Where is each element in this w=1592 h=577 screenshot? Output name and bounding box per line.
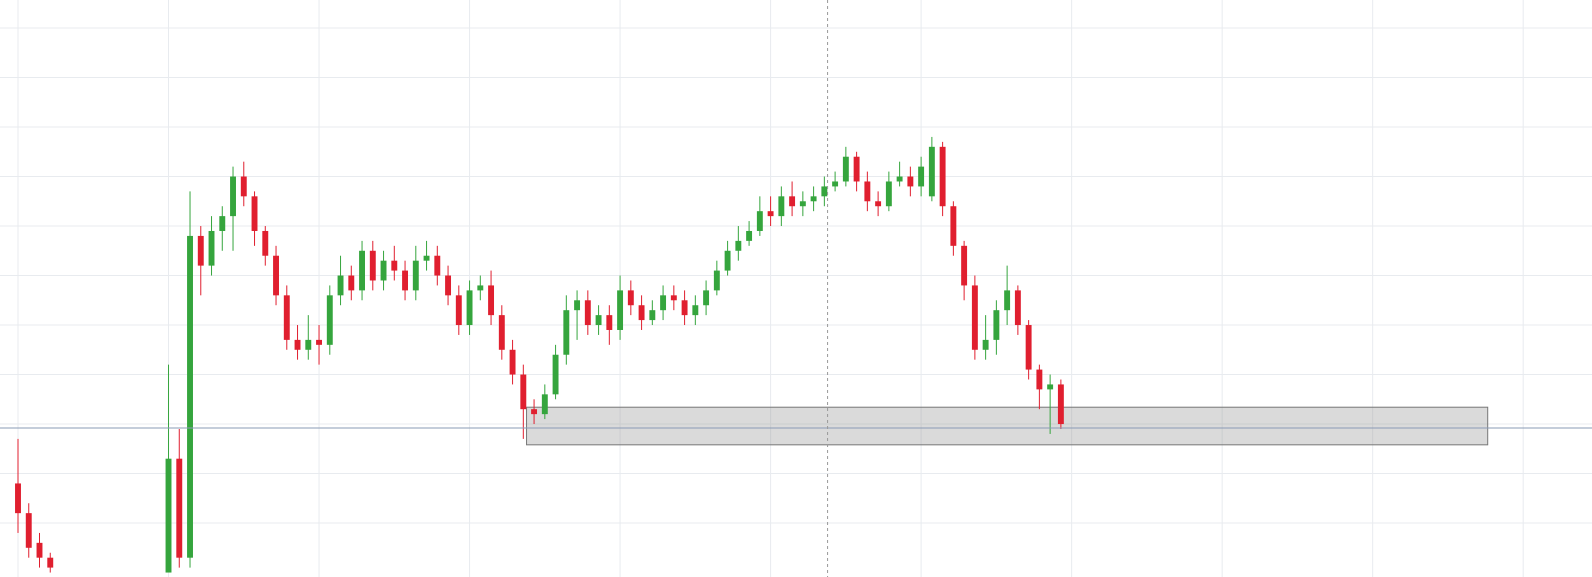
candle-body: [176, 458, 183, 558]
candle-body: [434, 255, 441, 276]
candle-body: [660, 295, 667, 311]
candle-body: [821, 186, 828, 197]
candle-body: [391, 260, 398, 271]
candle-body: [574, 300, 581, 311]
candle-body: [294, 339, 301, 350]
candle-body: [617, 290, 624, 330]
candle-body: [47, 557, 54, 568]
candle-body: [445, 275, 452, 296]
candle-body: [1004, 290, 1011, 311]
candle-body: [262, 230, 269, 256]
candle-body: [520, 374, 527, 410]
candle-body: [789, 196, 796, 207]
candle-body: [466, 290, 473, 326]
candle-body: [928, 146, 935, 197]
candle-body: [746, 230, 753, 241]
candle-body: [1025, 325, 1032, 370]
candle-body: [853, 156, 860, 182]
candle-body: [348, 275, 355, 291]
candle-body: [412, 260, 419, 291]
candle-body: [208, 230, 215, 266]
candle-body: [638, 305, 645, 321]
candle-body: [982, 339, 989, 350]
candle-body: [939, 146, 946, 207]
candle-body: [692, 305, 699, 316]
candle-body: [1036, 369, 1043, 390]
candle-body: [187, 235, 193, 558]
candle-body: [606, 315, 613, 330]
candle-body: [455, 295, 462, 326]
candle-body: [251, 196, 258, 231]
candle-body: [864, 181, 871, 202]
candle-body: [25, 513, 32, 548]
candle-body: [810, 196, 817, 202]
candle-body: [326, 295, 333, 345]
candle-body: [832, 181, 839, 187]
candle-body: [477, 285, 484, 291]
candle-body: [756, 211, 763, 231]
candle-body: [703, 290, 710, 306]
candle-body: [563, 310, 570, 355]
candle-body: [918, 166, 925, 187]
candle-body: [584, 300, 591, 326]
candle-body: [273, 255, 279, 296]
candle-body: [305, 339, 312, 350]
candle-body: [197, 235, 204, 266]
candle-body: [369, 250, 376, 281]
candle-body: [359, 250, 365, 291]
candle-body: [961, 245, 968, 286]
candle-body: [165, 458, 172, 573]
candle-body: [531, 409, 538, 415]
candle-body: [337, 275, 344, 296]
candle-body: [778, 196, 785, 217]
candle-body: [896, 176, 903, 182]
candle-body: [15, 483, 21, 514]
candle-body: [842, 156, 849, 182]
candle-body: [670, 295, 677, 301]
candle-body: [971, 285, 978, 350]
candle-body: [767, 211, 774, 217]
candle-body: [950, 206, 957, 246]
candle-body: [885, 181, 892, 207]
candle-body: [423, 255, 430, 261]
candle-body: [713, 270, 720, 291]
candle-body: [681, 300, 688, 316]
candle-body: [649, 310, 656, 321]
candle-body: [875, 201, 882, 207]
candle-body: [1047, 384, 1054, 390]
candle-body: [1057, 384, 1064, 425]
candle-body: [219, 216, 226, 231]
candle-body: [993, 310, 1000, 340]
candle-body: [724, 250, 731, 271]
candle-body: [509, 349, 516, 375]
candle-body: [735, 240, 742, 251]
candle-body: [380, 260, 387, 281]
candle-body: [36, 542, 43, 558]
candle-body: [240, 176, 247, 197]
candle-body: [498, 315, 505, 350]
candle-body: [402, 270, 409, 291]
candle-body: [552, 354, 559, 395]
candle-body: [488, 285, 495, 316]
candle-body: [283, 295, 290, 340]
candle-body: [1014, 290, 1021, 326]
candle-body: [595, 315, 602, 326]
zone: [526, 406, 1489, 446]
candle-body: [907, 176, 914, 187]
candle-body: [799, 201, 806, 207]
candle-body: [230, 176, 236, 217]
candle-body: [627, 290, 634, 306]
candle-body: [316, 339, 322, 345]
candle-body: [541, 394, 548, 415]
